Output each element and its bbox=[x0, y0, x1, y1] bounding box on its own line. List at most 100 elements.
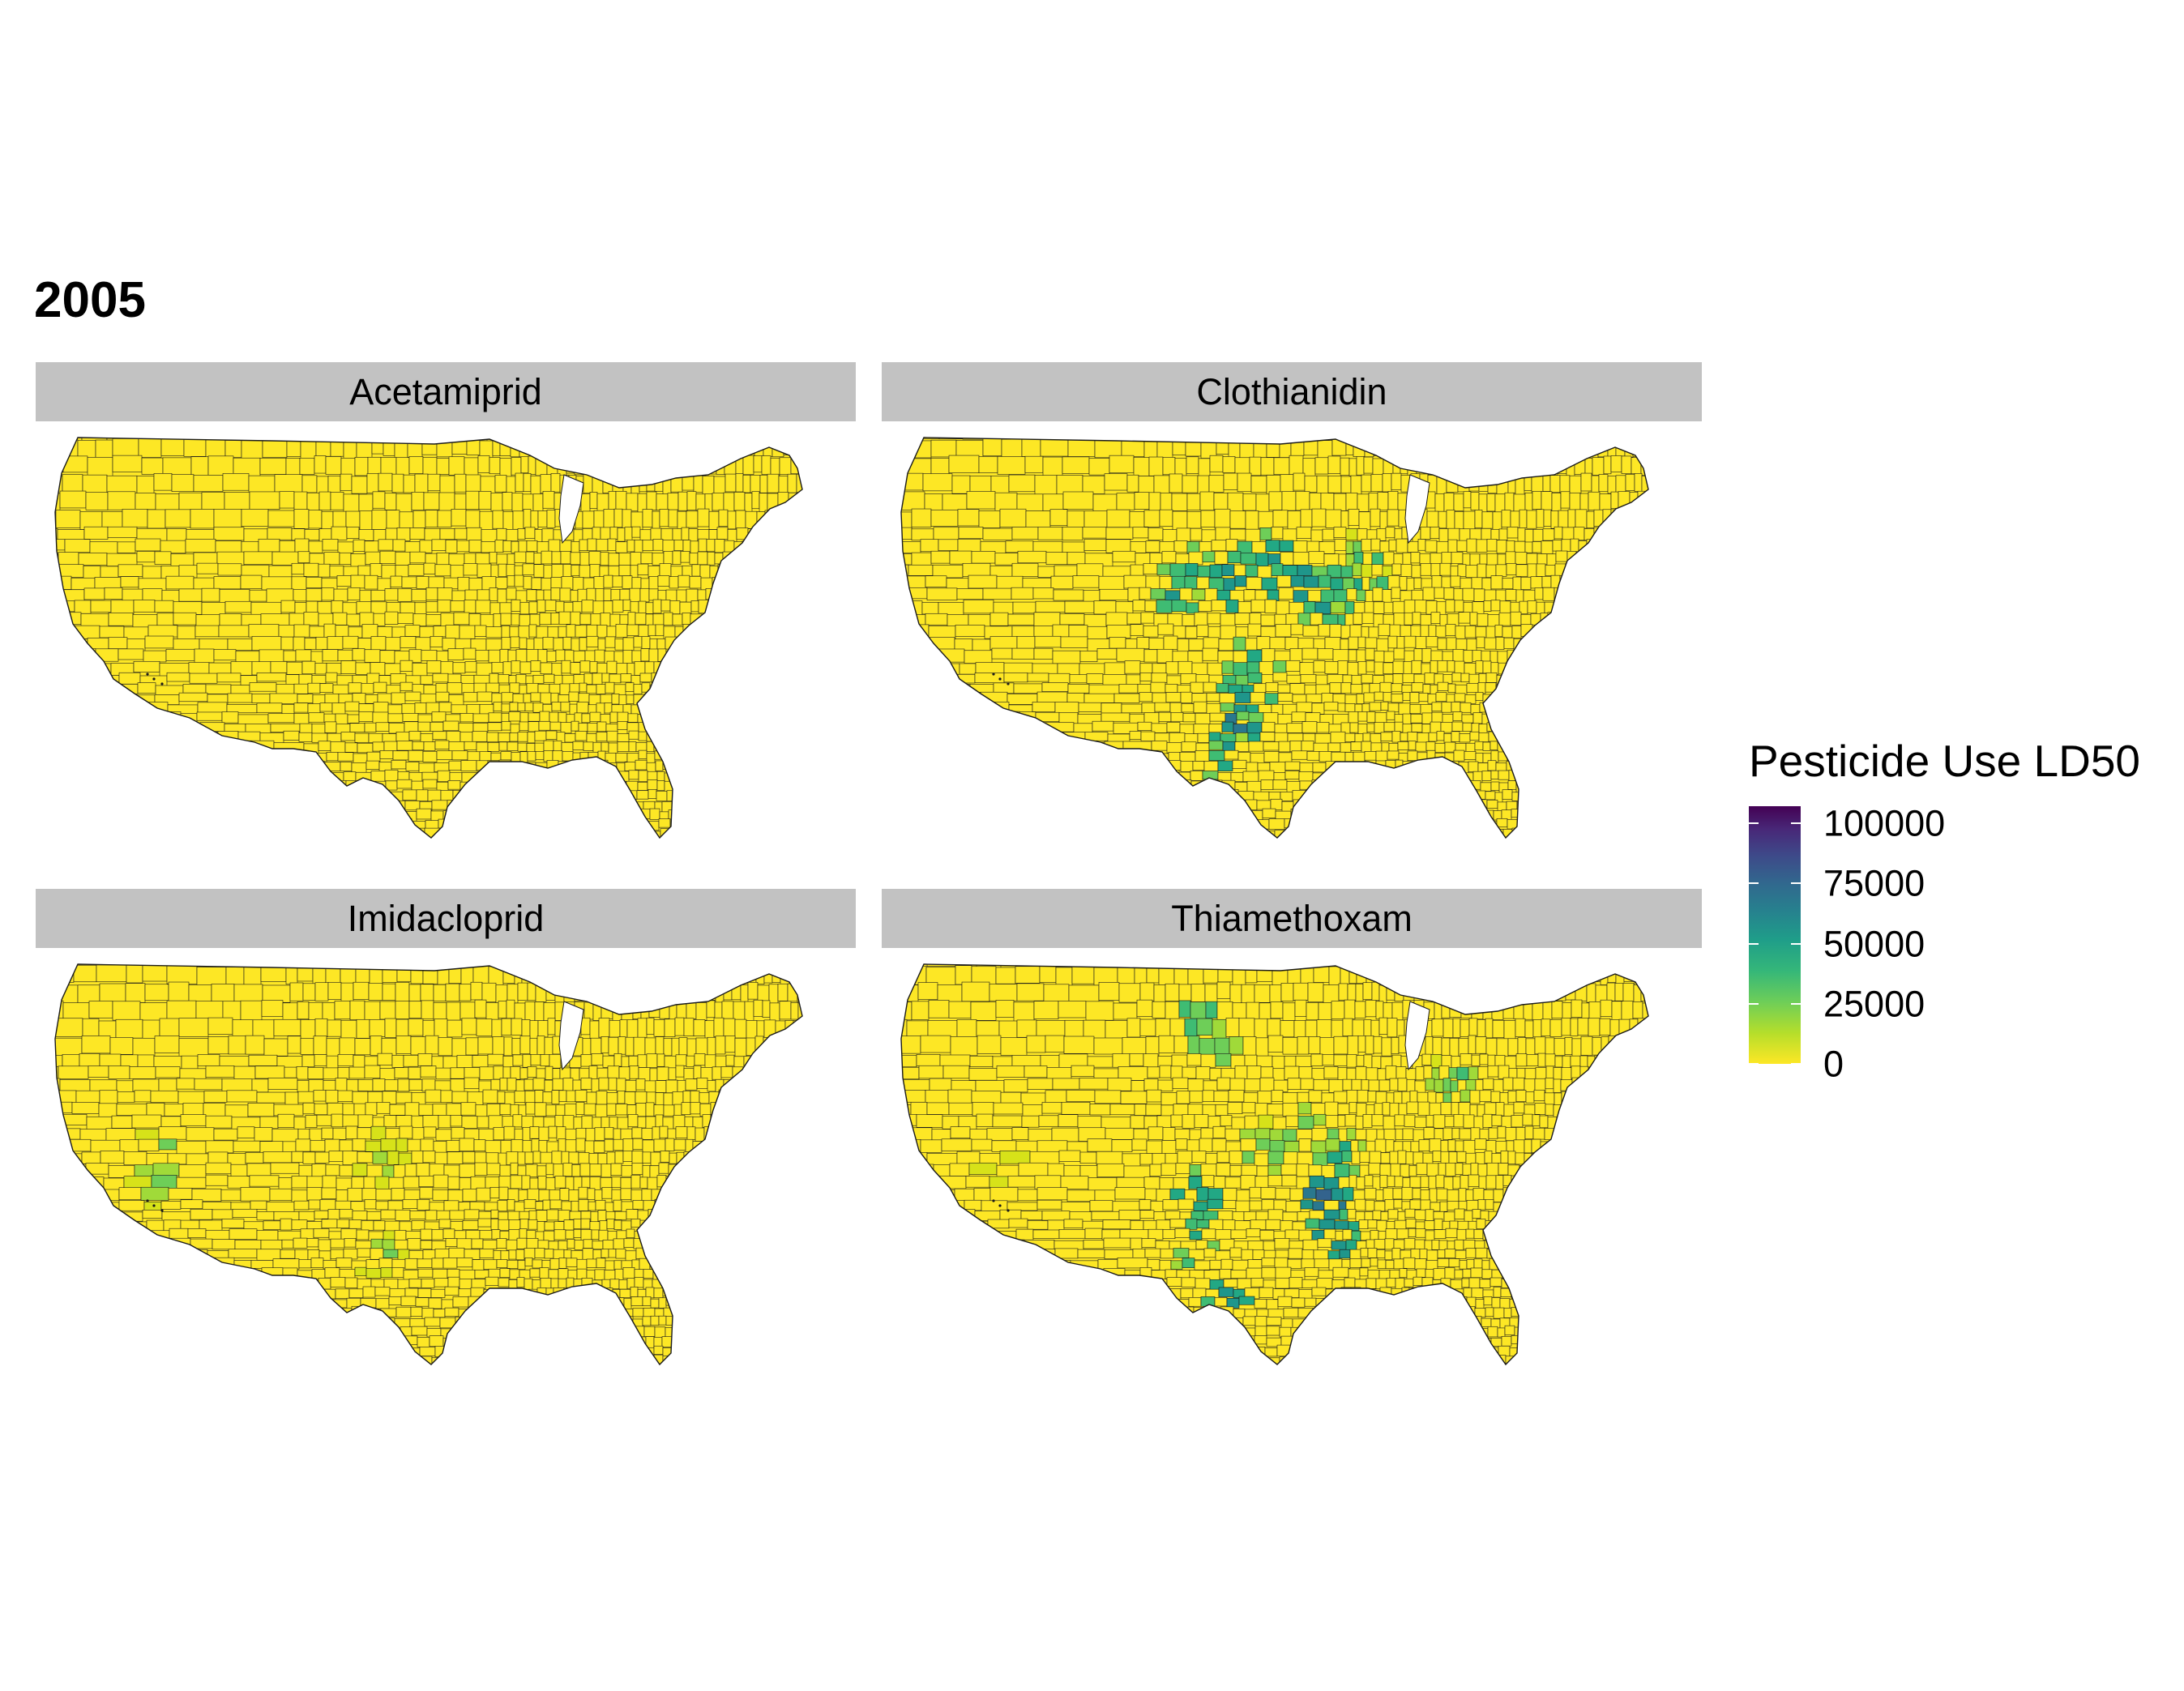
county-cell bbox=[1101, 712, 1130, 722]
county-cell bbox=[550, 613, 560, 625]
county-cell bbox=[818, 753, 827, 762]
county-cell bbox=[502, 511, 514, 530]
county-cell bbox=[177, 626, 196, 640]
county-cell bbox=[1163, 779, 1180, 790]
county-cell bbox=[1377, 492, 1389, 510]
county-cell bbox=[724, 663, 737, 675]
county-cell bbox=[55, 510, 57, 532]
county-cell bbox=[591, 438, 604, 439]
county-cell bbox=[901, 587, 910, 600]
county-cell bbox=[1242, 493, 1257, 511]
county-cell bbox=[222, 473, 250, 491]
county-cell bbox=[1142, 438, 1155, 441]
county-cell bbox=[1330, 601, 1346, 613]
county-cell bbox=[1244, 831, 1260, 838]
county-cell bbox=[707, 711, 717, 722]
county-cell bbox=[293, 589, 307, 602]
county-cell bbox=[767, 712, 780, 725]
county-cell bbox=[751, 724, 760, 734]
county-cell bbox=[1233, 800, 1246, 812]
county-cell bbox=[1170, 712, 1184, 722]
county-cell bbox=[810, 602, 818, 614]
county-cell bbox=[1579, 711, 1589, 722]
county-cell bbox=[511, 613, 520, 626]
county-cell bbox=[92, 723, 115, 732]
county-cell bbox=[1697, 661, 1702, 674]
county-cell bbox=[1630, 602, 1642, 614]
county-cell bbox=[1436, 731, 1445, 741]
county-cell bbox=[293, 491, 308, 511]
county-cell bbox=[780, 563, 793, 578]
county-cell bbox=[506, 575, 515, 587]
county-cell bbox=[1451, 721, 1464, 732]
county-cell bbox=[247, 762, 273, 773]
county-cell bbox=[690, 818, 703, 829]
county-cell bbox=[1335, 830, 1347, 838]
county-cell bbox=[1079, 651, 1098, 662]
county-cell bbox=[595, 858, 606, 869]
county-cell bbox=[135, 791, 155, 802]
county-cell bbox=[109, 752, 135, 763]
county-cell bbox=[614, 820, 627, 831]
county-cell bbox=[1011, 828, 1033, 838]
county-cell bbox=[154, 820, 178, 831]
county-cell bbox=[1537, 828, 1548, 838]
county-cell bbox=[1151, 741, 1168, 751]
county-cell bbox=[345, 858, 360, 869]
county-cell bbox=[1527, 600, 1537, 614]
county-cell bbox=[218, 818, 239, 828]
county-cell bbox=[622, 575, 633, 589]
county-cell bbox=[1668, 600, 1678, 613]
county-cell bbox=[818, 457, 825, 476]
county-cell bbox=[1354, 780, 1367, 790]
county-cell bbox=[1621, 455, 1632, 474]
county-cell bbox=[207, 455, 234, 476]
county-cell bbox=[688, 528, 699, 542]
county-cell bbox=[1558, 831, 1566, 838]
county-cell bbox=[1633, 780, 1644, 791]
county-cell bbox=[1635, 553, 1645, 566]
county-cell bbox=[1515, 564, 1528, 577]
county-cell bbox=[1134, 492, 1150, 510]
county-cell bbox=[1586, 539, 1596, 553]
county-cell bbox=[293, 821, 308, 833]
county-cell bbox=[408, 456, 424, 474]
county-cell bbox=[1653, 704, 1660, 715]
county-cell bbox=[303, 562, 319, 577]
county-cell bbox=[1615, 683, 1626, 694]
county-cell bbox=[1656, 711, 1668, 721]
county-cell bbox=[1169, 702, 1182, 714]
county-cell bbox=[553, 438, 563, 455]
county-cell bbox=[1619, 733, 1632, 743]
county-cell bbox=[596, 684, 606, 694]
county-cell bbox=[1550, 751, 1562, 762]
county-cell bbox=[107, 712, 136, 724]
county-cell bbox=[804, 722, 811, 732]
county-cell bbox=[840, 639, 850, 651]
county-cell bbox=[775, 724, 788, 734]
county-cell bbox=[464, 790, 477, 801]
county-cell bbox=[1502, 789, 1513, 800]
county-cell bbox=[1186, 493, 1201, 510]
county-cell bbox=[1182, 713, 1196, 723]
county-cell bbox=[517, 702, 526, 712]
county-cell bbox=[776, 860, 784, 869]
county-cell bbox=[1611, 741, 1622, 752]
county-cell bbox=[586, 587, 596, 602]
county-cell bbox=[1635, 613, 1648, 627]
county-cell bbox=[525, 810, 536, 822]
county-cell bbox=[901, 661, 908, 675]
county-cell bbox=[63, 818, 83, 830]
county-cell bbox=[656, 791, 668, 801]
county-cell bbox=[1572, 565, 1585, 579]
county-cell bbox=[542, 637, 554, 650]
county-cell bbox=[1495, 762, 1507, 772]
county-cell bbox=[136, 476, 155, 495]
county-cell bbox=[1346, 588, 1357, 600]
county-cell bbox=[1569, 475, 1582, 494]
county-cell bbox=[1344, 694, 1357, 705]
county-cell bbox=[1613, 612, 1626, 625]
county-cell bbox=[1387, 780, 1395, 792]
county-cell bbox=[544, 810, 555, 820]
county-cell bbox=[584, 455, 595, 475]
